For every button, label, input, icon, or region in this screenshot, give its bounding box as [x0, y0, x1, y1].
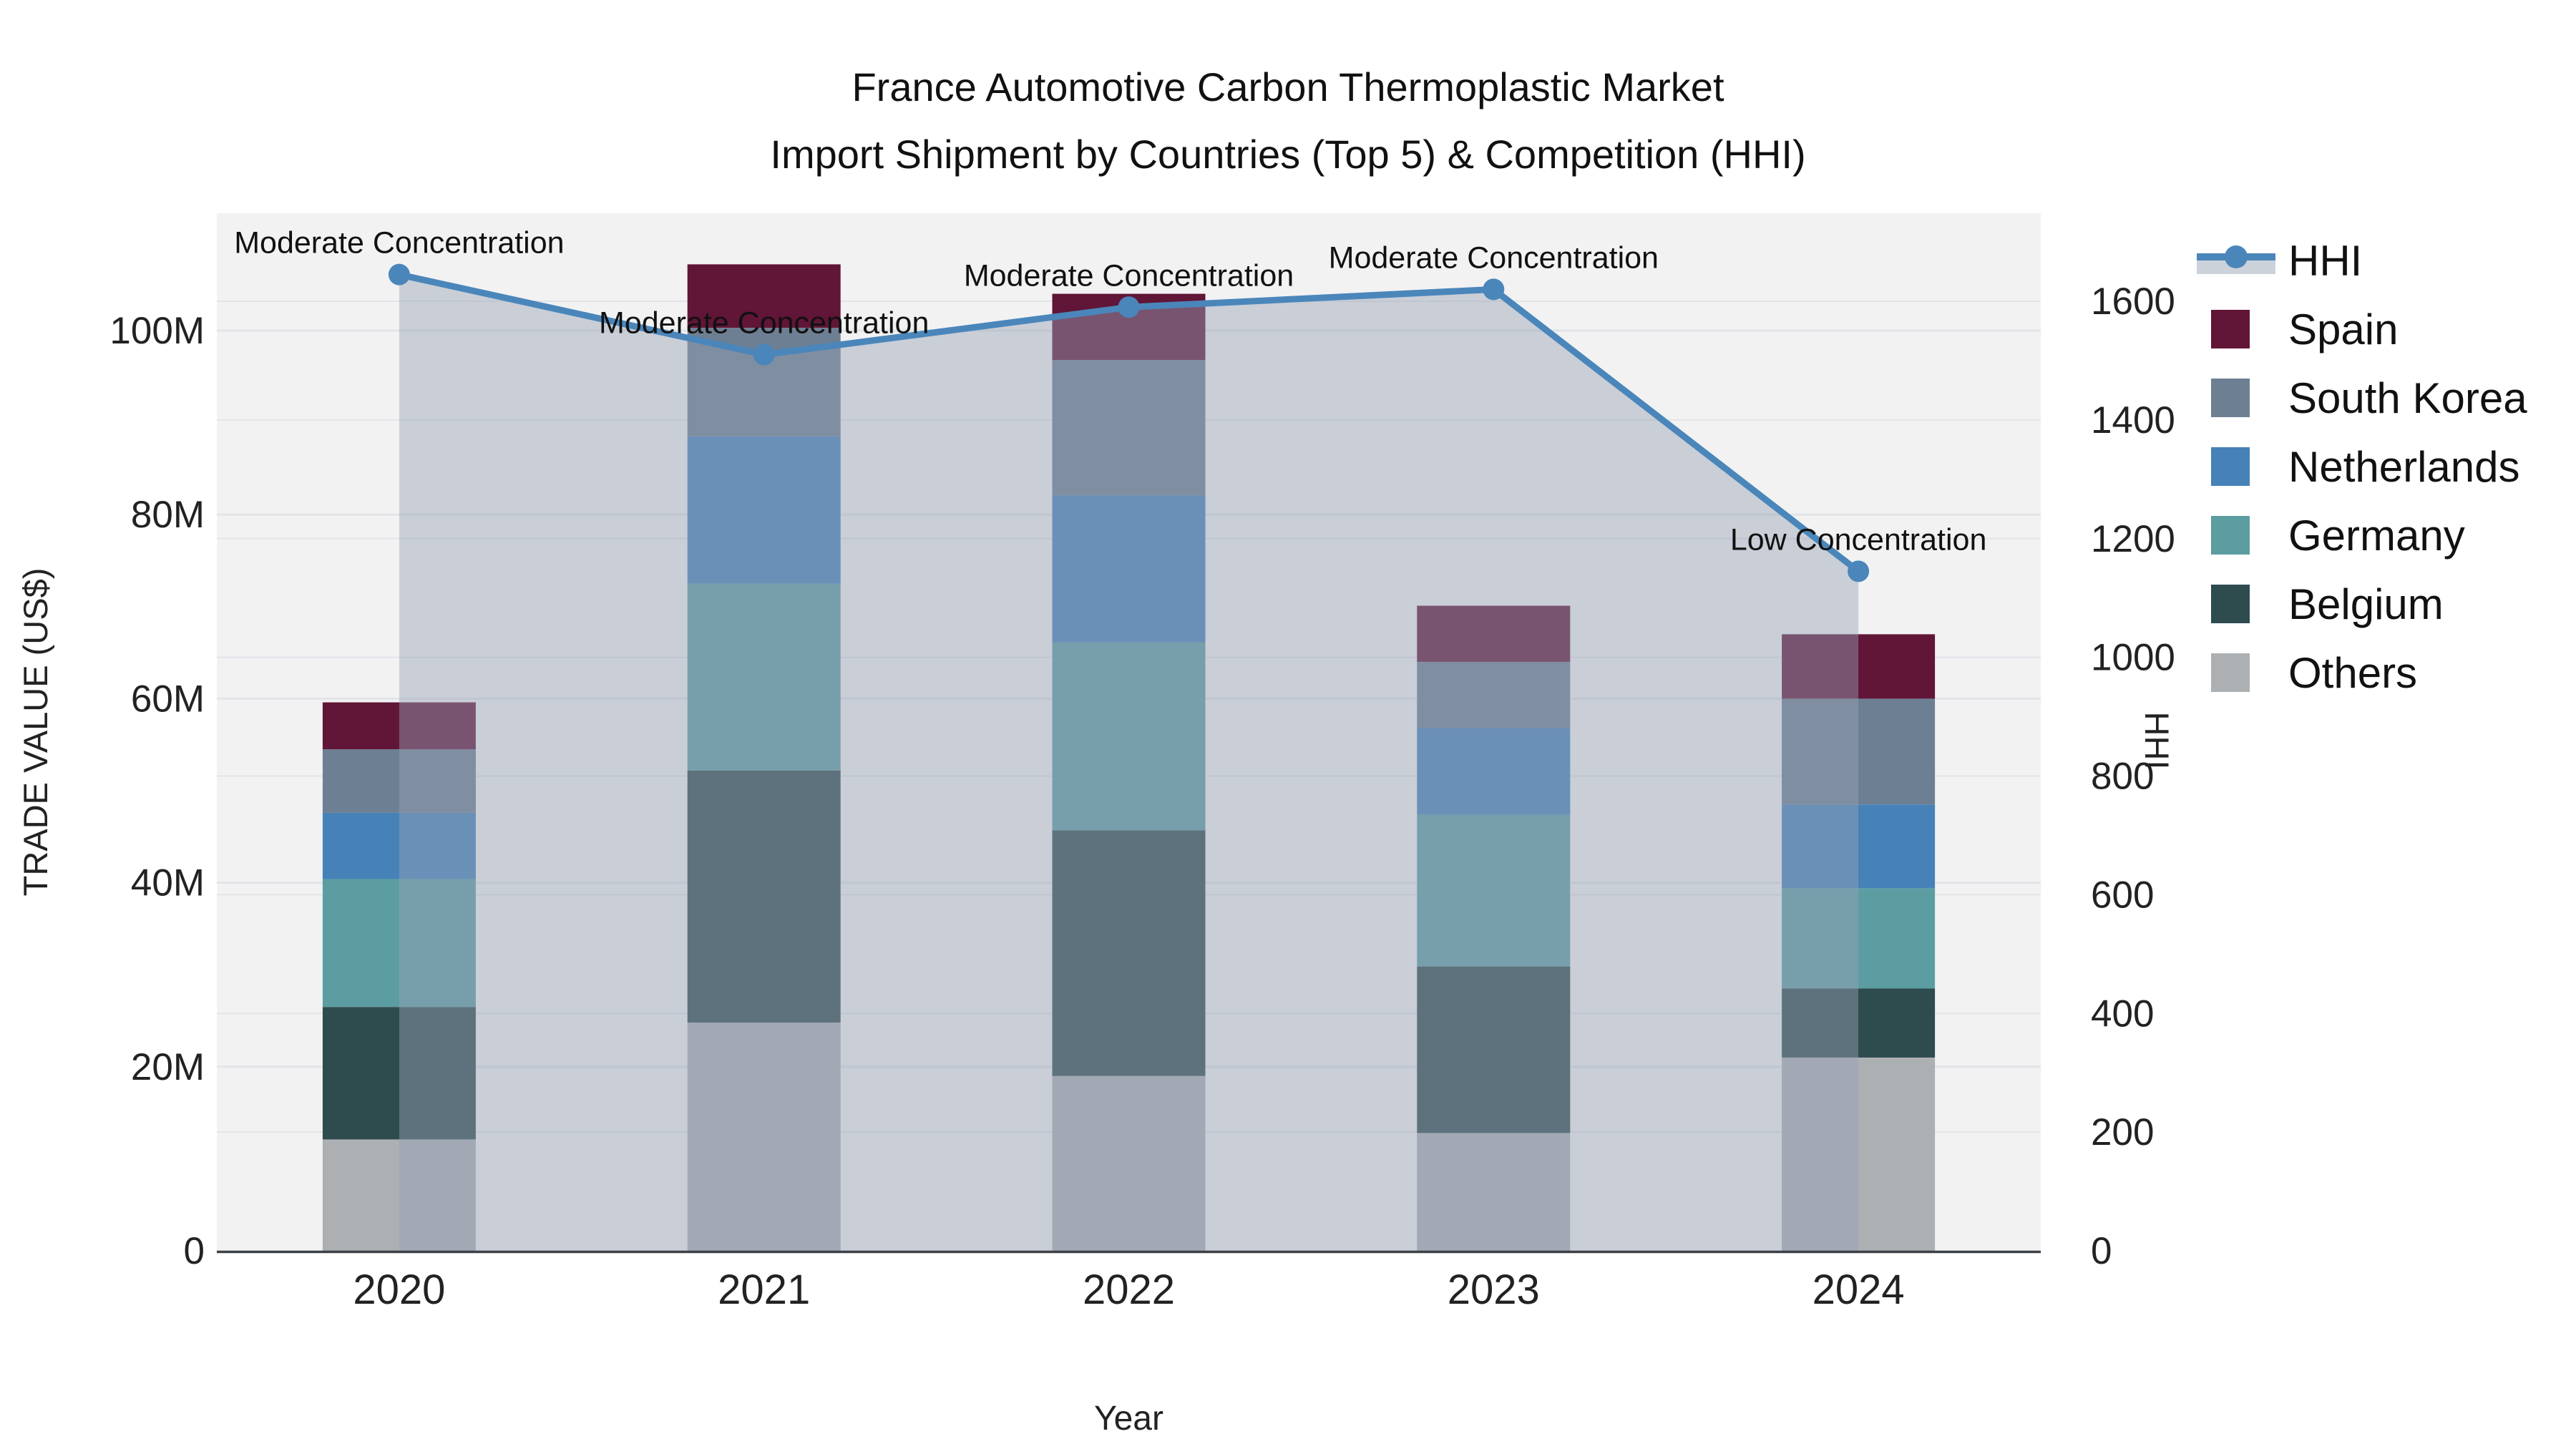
- bar-segment-others-2024[interactable]: [1782, 1057, 1936, 1251]
- chart-title: France Automotive Carbon Thermoplastic M…: [0, 54, 2576, 188]
- annotation-2020: Moderate Concentration: [234, 226, 564, 260]
- hhi-marker-2023[interactable]: [1483, 278, 1505, 301]
- bar-segment-others-2021[interactable]: [687, 1023, 841, 1251]
- y-right-tick-400: 400: [2091, 992, 2154, 1035]
- bar-segment-netherlands-2021[interactable]: [687, 436, 841, 584]
- bar-segment-south-korea-2020[interactable]: [322, 749, 476, 813]
- y-right-tick-600: 600: [2091, 874, 2154, 916]
- bar-segment-germany-2021[interactable]: [687, 583, 841, 771]
- chart-legend: HHI Spain South Korea Netherlands Germany Bel…: [2188, 226, 2527, 707]
- legend-label: Belgium: [2288, 580, 2444, 628]
- legend-label: HHI: [2288, 236, 2363, 285]
- bar-segment-germany-2024[interactable]: [1782, 888, 1936, 989]
- y-left-tick-100M: 100M: [109, 310, 205, 352]
- bar-segment-spain-2020[interactable]: [322, 702, 476, 750]
- x-tick-2021: 2021: [718, 1267, 810, 1313]
- y-left-axis-title: TRADE VALUE (US$): [16, 568, 54, 897]
- hhi-line-swatch-icon: [2197, 245, 2275, 274]
- y-right-tick-200: 200: [2091, 1111, 2154, 1153]
- y-right-tick-1600: 1600: [2091, 280, 2175, 323]
- bar-segment-belgium-2023[interactable]: [1417, 966, 1571, 1133]
- legend-label: South Korea: [2288, 374, 2527, 422]
- spain-color-swatch-icon: [2211, 310, 2250, 348]
- bar-segment-netherlands-2023[interactable]: [1417, 728, 1571, 815]
- bar-segment-belgium-2022[interactable]: [1052, 830, 1206, 1076]
- x-tick-2024: 2024: [1813, 1267, 1905, 1313]
- y-right-tick-0: 0: [2091, 1230, 2112, 1272]
- bar-segment-germany-2023[interactable]: [1417, 814, 1571, 967]
- y-right-tick-1200: 1200: [2091, 518, 2175, 560]
- bar-segment-south-korea-2023[interactable]: [1417, 661, 1571, 728]
- bar-segment-spain-2023[interactable]: [1417, 605, 1571, 662]
- bar-segment-south-korea-2022[interactable]: [1052, 360, 1206, 496]
- chart-title-line1: France Automotive Carbon Thermoplastic M…: [852, 64, 1724, 109]
- bar-segment-others-2023[interactable]: [1417, 1133, 1571, 1251]
- legend-label: Others: [2288, 648, 2418, 697]
- annotation-2021: Moderate Concentration: [599, 306, 929, 341]
- y-left-tick-20M: 20M: [131, 1046, 205, 1088]
- y-right-axis-title: HHI: [2138, 712, 2176, 770]
- hhi-marker-2022[interactable]: [1118, 296, 1140, 318]
- y-right-tick-800: 800: [2091, 756, 2154, 798]
- x-tick-2022: 2022: [1083, 1267, 1175, 1313]
- germany-color-swatch-icon: [2211, 516, 2250, 555]
- bar-segment-others-2022[interactable]: [1052, 1075, 1206, 1251]
- bar-segment-spain-2021[interactable]: [687, 264, 841, 328]
- legend-swatch-zone: [2188, 653, 2288, 692]
- annotation-2023: Moderate Concentration: [1329, 240, 1659, 275]
- y-left-tick-60M: 60M: [131, 678, 205, 720]
- belgium-color-swatch-icon: [2211, 585, 2250, 623]
- y-left-tick-80M: 80M: [131, 494, 205, 536]
- legend-label: Spain: [2288, 305, 2399, 353]
- bar-segment-belgium-2024[interactable]: [1782, 988, 1936, 1058]
- x-axis-title: Year: [1094, 1400, 1163, 1438]
- legend-item-belgium[interactable]: Belgium: [2188, 570, 2527, 638]
- y-left-tick-0: 0: [184, 1230, 205, 1272]
- bar-segment-belgium-2020[interactable]: [322, 1007, 476, 1140]
- annotation-2024: Low Concentration: [1730, 522, 1987, 557]
- hhi-marker-2024[interactable]: [1848, 560, 1870, 582]
- legend-swatch-zone: [2188, 585, 2288, 623]
- hhi-marker-2020[interactable]: [388, 263, 410, 286]
- legend-label: Germany: [2288, 511, 2465, 560]
- x-tick-2023: 2023: [1448, 1267, 1540, 1313]
- bar-segment-others-2020[interactable]: [322, 1139, 476, 1251]
- y-right-tick-1400: 1400: [2091, 399, 2175, 441]
- legend-swatch-zone: [2188, 516, 2288, 555]
- legend-swatch-zone: [2188, 379, 2288, 417]
- south-korea-color-swatch-icon: [2211, 379, 2250, 417]
- bar-segment-spain-2024[interactable]: [1782, 634, 1936, 699]
- bar-segment-germany-2020[interactable]: [322, 879, 476, 1008]
- x-tick-2020: 2020: [353, 1267, 445, 1313]
- others-color-swatch-icon: [2211, 653, 2250, 692]
- legend-item-germany[interactable]: Germany: [2188, 501, 2527, 570]
- bar-segment-south-korea-2024[interactable]: [1782, 698, 1936, 805]
- legend-item-spain[interactable]: Spain: [2188, 295, 2527, 364]
- annotation-2022: Moderate Concentration: [964, 258, 1294, 293]
- bar-segment-netherlands-2022[interactable]: [1052, 495, 1206, 643]
- y-right-tick-1000: 1000: [2091, 637, 2175, 679]
- legend-item-netherlands[interactable]: Netherlands: [2188, 432, 2527, 501]
- legend-swatch-zone: [2188, 238, 2288, 283]
- hhi-marker-2021[interactable]: [753, 343, 775, 366]
- chart-title-line2: Import Shipment by Countries (Top 5) & C…: [770, 132, 1806, 177]
- hhi-area-fill: [399, 274, 1859, 1252]
- netherlands-color-swatch-icon: [2211, 447, 2250, 486]
- legend-swatch-zone: [2188, 310, 2288, 348]
- bar-segment-netherlands-2024[interactable]: [1782, 804, 1936, 889]
- legend-item-south-korea[interactable]: South Korea: [2188, 364, 2527, 432]
- y-left-tick-40M: 40M: [131, 862, 205, 904]
- legend-label: Netherlands: [2288, 442, 2520, 491]
- bar-segment-belgium-2021[interactable]: [687, 770, 841, 1023]
- bar-segment-netherlands-2020[interactable]: [322, 812, 476, 879]
- bar-segment-germany-2022[interactable]: [1052, 642, 1206, 831]
- legend-item-hhi[interactable]: HHI: [2188, 226, 2527, 295]
- legend-swatch-zone: [2188, 447, 2288, 486]
- legend-item-others[interactable]: Others: [2188, 638, 2527, 707]
